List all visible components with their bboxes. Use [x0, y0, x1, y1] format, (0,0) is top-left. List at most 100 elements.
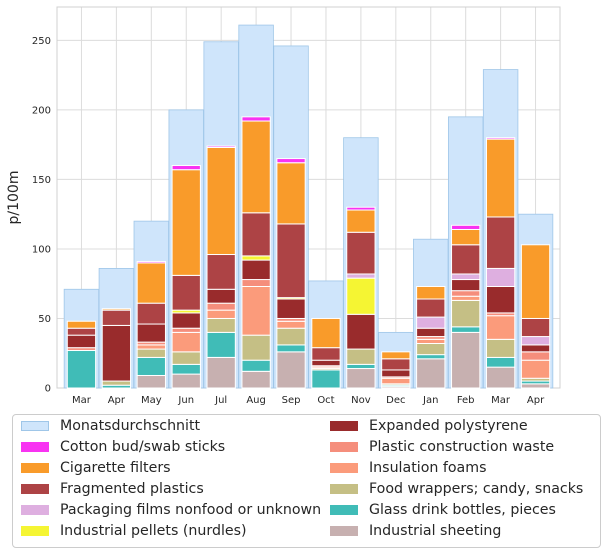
stacked-bar-segment — [451, 299, 481, 328]
stacked-bar-segment — [276, 223, 306, 299]
x-tick-label: Aug — [246, 395, 266, 406]
legend-swatch — [330, 526, 358, 536]
stacked-bar-segment — [520, 351, 551, 361]
stacked-bar-segment — [451, 326, 481, 333]
x-tick-label: Jul — [214, 395, 227, 406]
stacked-bar-segment — [276, 162, 306, 225]
stacked-bar-segment — [451, 244, 481, 275]
stacked-bar-segment — [136, 323, 166, 343]
stacked-bar-segment — [485, 356, 516, 368]
stacked-bar-segment — [311, 347, 341, 361]
stacked-bar-segment — [276, 298, 306, 319]
legend-item: Food wrappers; candy, snacks — [330, 481, 583, 497]
stacked-bar-segment — [451, 295, 481, 301]
legend-label: Cotton bud/swab sticks — [60, 439, 226, 455]
stacked-bar-segment — [206, 309, 236, 319]
stacked-bar-segment — [485, 138, 516, 218]
stacked-bar-segment — [346, 313, 376, 350]
stacked-bar-segment — [451, 331, 481, 389]
legend-swatch — [330, 442, 358, 452]
stacked-bar-segment — [485, 216, 516, 269]
legend-swatch — [330, 463, 358, 473]
stacked-bar-segment — [311, 369, 341, 389]
y-axis-label: p/100m — [6, 171, 22, 225]
legend-label: Expanded polystyrene — [369, 418, 528, 434]
legend-swatch — [330, 505, 358, 515]
stacked-bar-segment — [346, 231, 376, 275]
stacked-bar-segment — [101, 380, 132, 386]
legend-label: Industrial sheeting — [369, 523, 502, 539]
legend-label: Cigarette filters — [60, 460, 171, 476]
stacked-bar-segment — [171, 165, 201, 171]
stacked-bar-segment — [241, 359, 271, 372]
stacked-bar-segment — [171, 312, 201, 329]
stacked-bar-segment — [136, 344, 166, 350]
stacked-bar-segment — [206, 288, 236, 304]
x-tick-label: Jun — [177, 395, 194, 406]
stacked-bar-segment — [136, 302, 166, 325]
stacked-bar-segment — [241, 116, 271, 122]
legend-label: Plastic construction waste — [369, 439, 555, 455]
legend-item: Cigarette filters — [21, 460, 171, 476]
stacked-bar-segment — [241, 279, 271, 287]
stacked-bar-segment — [171, 274, 201, 311]
legend-swatch — [21, 526, 49, 536]
stacked-bar-segment — [206, 331, 236, 358]
stacked-bar-segment — [241, 212, 271, 257]
stacked-bar-segment — [241, 334, 271, 361]
stacked-bar-segment — [241, 370, 271, 389]
legend-label: Food wrappers; candy, snacks — [369, 481, 584, 497]
stacked-bar-segment — [276, 351, 306, 389]
stacked-bar-segment — [416, 285, 446, 300]
stacked-bar-segment — [206, 302, 236, 311]
stacked-bar-segment — [520, 317, 551, 338]
stacked-bar-segment — [241, 255, 271, 261]
legend-swatch — [330, 421, 358, 431]
stacked-bar-segment — [451, 273, 481, 281]
legend-swatch — [21, 442, 49, 452]
legend-item: Industrial pellets (nurdles) — [21, 523, 247, 539]
stacked-bar-segment — [101, 309, 132, 326]
stacked-bar-segment — [346, 368, 376, 389]
stacked-bar-segment — [101, 308, 132, 311]
legend-swatch — [21, 421, 49, 431]
stacked-bar-segment — [311, 317, 341, 349]
stacked-bar-segment — [346, 206, 376, 211]
legend-item: Industrial sheeting — [330, 523, 501, 539]
stacked-bar-segment — [136, 348, 166, 358]
stacked-bar-segment — [381, 358, 411, 371]
x-tick-label: Nov — [351, 395, 371, 406]
y-tick-label: 100 — [32, 244, 51, 255]
legend-item: Insulation foams — [330, 460, 486, 476]
stacked-bar-segment — [520, 383, 551, 389]
y-tick-label: 50 — [38, 314, 51, 325]
stacked-bar-segment — [451, 224, 481, 230]
stacked-bar-segment — [416, 338, 446, 345]
legend-item: Packaging films nonfood or unknown — [21, 502, 321, 518]
stacked-bar-segment — [241, 120, 271, 214]
stacked-bar-segment — [346, 277, 376, 315]
stacked-bar-segment — [136, 374, 166, 389]
legend-label: Monatsdurchschnitt — [60, 418, 201, 434]
stacked-bar-segment — [311, 359, 341, 367]
stacked-bar-segment — [346, 363, 376, 370]
stacked-bar-segment — [171, 351, 201, 365]
stacked-bar-segment — [520, 336, 551, 346]
x-tick-label: May — [141, 395, 162, 406]
stacked-bar-segment — [276, 158, 306, 164]
legend-label: Packaging films nonfood or unknown — [60, 502, 322, 518]
legend-item: Monatsdurchschnitt — [21, 418, 200, 434]
stacked-bar-segment — [276, 327, 306, 346]
stacked-bar-segment — [451, 290, 481, 297]
stacked-bar-segment — [206, 145, 236, 148]
stacked-bar-segment — [485, 366, 516, 389]
x-tick-label: Mar — [72, 395, 92, 406]
legend-item: Plastic construction waste — [330, 439, 554, 455]
stacked-bar-segment — [136, 262, 166, 304]
legend-label: Glass drink bottles, pieces — [369, 502, 556, 518]
legend-swatch — [330, 484, 358, 494]
y-tick-label: 250 — [32, 36, 51, 47]
stacked-bar-segment — [136, 260, 166, 264]
stacked-bar-segment — [206, 317, 236, 333]
legend: Monatsdurchschnitt Cotton bud/swab sticks… — [12, 414, 601, 548]
